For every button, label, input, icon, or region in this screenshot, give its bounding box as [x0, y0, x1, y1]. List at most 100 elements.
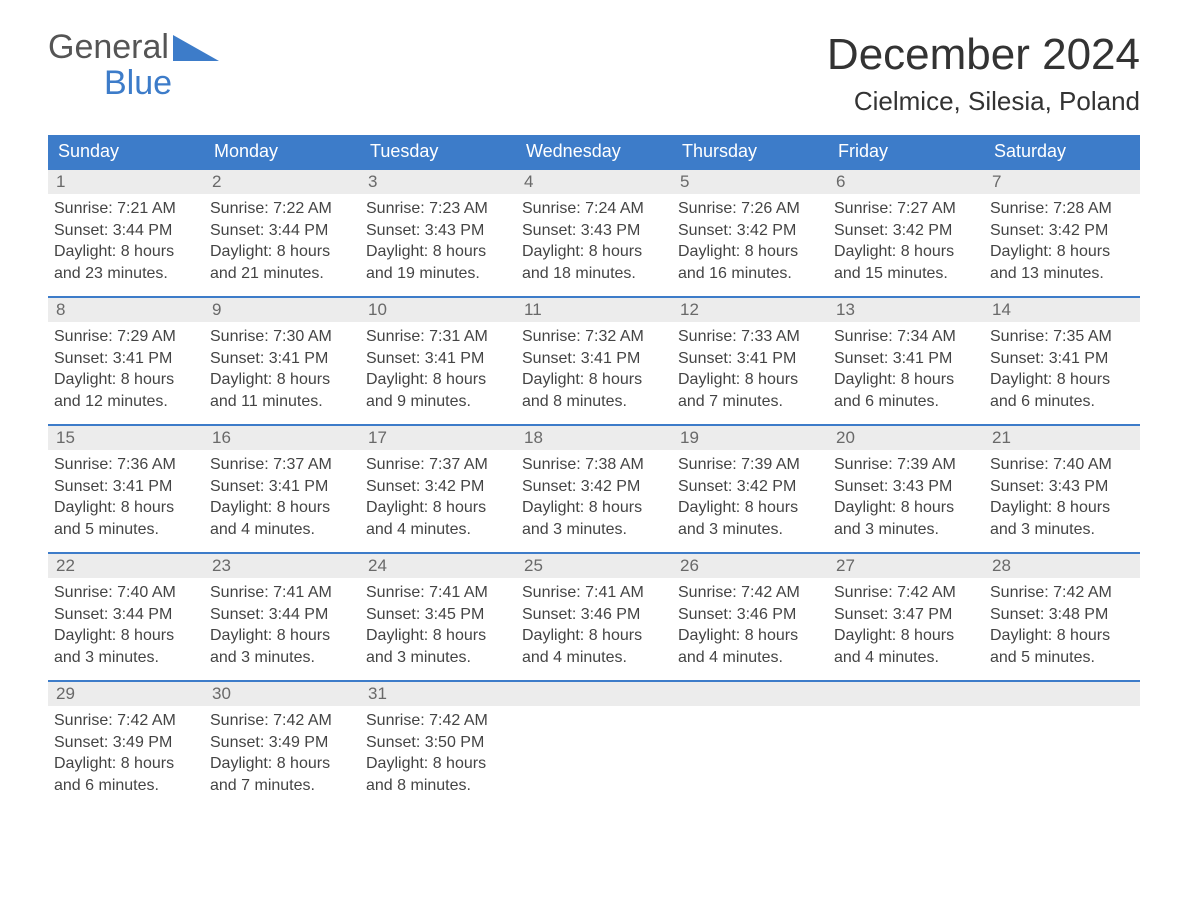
- sunrise-line: Sunrise: 7:42 AM: [366, 710, 510, 732]
- day-number: 1: [48, 168, 204, 194]
- day-number: 4: [516, 168, 672, 194]
- sunset-line: Sunset: 3:41 PM: [522, 348, 666, 370]
- calendar-day-cell: 8Sunrise: 7:29 AMSunset: 3:41 PMDaylight…: [48, 296, 204, 424]
- day-content: Sunrise: 7:22 AMSunset: 3:44 PMDaylight:…: [204, 194, 360, 284]
- daylight-line: Daylight: 8 hours and 8 minutes.: [522, 369, 666, 412]
- sunset-line: Sunset: 3:44 PM: [54, 604, 198, 626]
- sunrise-line: Sunrise: 7:40 AM: [54, 582, 198, 604]
- day-number: 5: [672, 168, 828, 194]
- day-number: 13: [828, 296, 984, 322]
- calendar-day-cell: 11Sunrise: 7:32 AMSunset: 3:41 PMDayligh…: [516, 296, 672, 424]
- daylight-line: Daylight: 8 hours and 6 minutes.: [54, 753, 198, 796]
- sunset-line: Sunset: 3:45 PM: [366, 604, 510, 626]
- calendar-week-row: 8Sunrise: 7:29 AMSunset: 3:41 PMDaylight…: [48, 296, 1140, 424]
- day-number: 25: [516, 552, 672, 578]
- calendar-day-cell: 10Sunrise: 7:31 AMSunset: 3:41 PMDayligh…: [360, 296, 516, 424]
- calendar-day-cell: 19Sunrise: 7:39 AMSunset: 3:42 PMDayligh…: [672, 424, 828, 552]
- sunrise-line: Sunrise: 7:33 AM: [678, 326, 822, 348]
- calendar-day-cell: 15Sunrise: 7:36 AMSunset: 3:41 PMDayligh…: [48, 424, 204, 552]
- sunrise-line: Sunrise: 7:42 AM: [210, 710, 354, 732]
- sunset-line: Sunset: 3:41 PM: [678, 348, 822, 370]
- day-number: 26: [672, 552, 828, 578]
- calendar-day-cell: 27Sunrise: 7:42 AMSunset: 3:47 PMDayligh…: [828, 552, 984, 680]
- sunrise-line: Sunrise: 7:35 AM: [990, 326, 1134, 348]
- daylight-line: Daylight: 8 hours and 3 minutes.: [678, 497, 822, 540]
- daylight-line: Daylight: 8 hours and 5 minutes.: [990, 625, 1134, 668]
- day-content: Sunrise: 7:29 AMSunset: 3:41 PMDaylight:…: [48, 322, 204, 412]
- sunrise-line: Sunrise: 7:23 AM: [366, 198, 510, 220]
- day-content: Sunrise: 7:37 AMSunset: 3:42 PMDaylight:…: [360, 450, 516, 540]
- day-content: Sunrise: 7:21 AMSunset: 3:44 PMDaylight:…: [48, 194, 204, 284]
- daylight-line: Daylight: 8 hours and 3 minutes.: [366, 625, 510, 668]
- calendar-day-cell: 24Sunrise: 7:41 AMSunset: 3:45 PMDayligh…: [360, 552, 516, 680]
- daylight-line: Daylight: 8 hours and 4 minutes.: [678, 625, 822, 668]
- sunrise-line: Sunrise: 7:41 AM: [522, 582, 666, 604]
- calendar-day-cell: [828, 680, 984, 808]
- sunrise-line: Sunrise: 7:36 AM: [54, 454, 198, 476]
- daylight-line: Daylight: 8 hours and 21 minutes.: [210, 241, 354, 284]
- calendar-week-row: 29Sunrise: 7:42 AMSunset: 3:49 PMDayligh…: [48, 680, 1140, 808]
- calendar-day-cell: 28Sunrise: 7:42 AMSunset: 3:48 PMDayligh…: [984, 552, 1140, 680]
- day-content: Sunrise: 7:33 AMSunset: 3:41 PMDaylight:…: [672, 322, 828, 412]
- day-content: Sunrise: 7:27 AMSunset: 3:42 PMDaylight:…: [828, 194, 984, 284]
- sunrise-line: Sunrise: 7:28 AM: [990, 198, 1134, 220]
- sunset-line: Sunset: 3:41 PM: [834, 348, 978, 370]
- sunrise-line: Sunrise: 7:37 AM: [210, 454, 354, 476]
- sunset-line: Sunset: 3:48 PM: [990, 604, 1134, 626]
- month-title: December 2024: [827, 30, 1140, 80]
- day-content: Sunrise: 7:31 AMSunset: 3:41 PMDaylight:…: [360, 322, 516, 412]
- logo-flag-icon: [173, 35, 219, 61]
- sunrise-line: Sunrise: 7:26 AM: [678, 198, 822, 220]
- day-content: Sunrise: 7:40 AMSunset: 3:44 PMDaylight:…: [48, 578, 204, 668]
- daylight-line: Daylight: 8 hours and 4 minutes.: [522, 625, 666, 668]
- daylight-line: Daylight: 8 hours and 3 minutes.: [54, 625, 198, 668]
- sunrise-line: Sunrise: 7:39 AM: [678, 454, 822, 476]
- day-content: Sunrise: 7:23 AMSunset: 3:43 PMDaylight:…: [360, 194, 516, 284]
- calendar-day-cell: 25Sunrise: 7:41 AMSunset: 3:46 PMDayligh…: [516, 552, 672, 680]
- calendar-day-cell: 31Sunrise: 7:42 AMSunset: 3:50 PMDayligh…: [360, 680, 516, 808]
- calendar-day-cell: 16Sunrise: 7:37 AMSunset: 3:41 PMDayligh…: [204, 424, 360, 552]
- day-content: Sunrise: 7:24 AMSunset: 3:43 PMDaylight:…: [516, 194, 672, 284]
- day-number: 14: [984, 296, 1140, 322]
- sunset-line: Sunset: 3:41 PM: [54, 348, 198, 370]
- sunrise-line: Sunrise: 7:42 AM: [54, 710, 198, 732]
- daylight-line: Daylight: 8 hours and 3 minutes.: [522, 497, 666, 540]
- sunset-line: Sunset: 3:47 PM: [834, 604, 978, 626]
- daylight-line: Daylight: 8 hours and 18 minutes.: [522, 241, 666, 284]
- weekday-header: Tuesday: [360, 135, 516, 168]
- calendar-day-cell: 22Sunrise: 7:40 AMSunset: 3:44 PMDayligh…: [48, 552, 204, 680]
- sunset-line: Sunset: 3:44 PM: [210, 604, 354, 626]
- day-content: Sunrise: 7:42 AMSunset: 3:49 PMDaylight:…: [48, 706, 204, 796]
- calendar-day-cell: 14Sunrise: 7:35 AMSunset: 3:41 PMDayligh…: [984, 296, 1140, 424]
- day-content: Sunrise: 7:32 AMSunset: 3:41 PMDaylight:…: [516, 322, 672, 412]
- calendar-day-cell: 29Sunrise: 7:42 AMSunset: 3:49 PMDayligh…: [48, 680, 204, 808]
- sunrise-line: Sunrise: 7:27 AM: [834, 198, 978, 220]
- sunset-line: Sunset: 3:43 PM: [990, 476, 1134, 498]
- day-number: 15: [48, 424, 204, 450]
- weekday-header-row: SundayMondayTuesdayWednesdayThursdayFrid…: [48, 135, 1140, 168]
- sunrise-line: Sunrise: 7:40 AM: [990, 454, 1134, 476]
- weekday-header: Sunday: [48, 135, 204, 168]
- day-number: 10: [360, 296, 516, 322]
- daylight-line: Daylight: 8 hours and 3 minutes.: [210, 625, 354, 668]
- sunrise-line: Sunrise: 7:21 AM: [54, 198, 198, 220]
- calendar-day-cell: 3Sunrise: 7:23 AMSunset: 3:43 PMDaylight…: [360, 168, 516, 296]
- day-content: Sunrise: 7:37 AMSunset: 3:41 PMDaylight:…: [204, 450, 360, 540]
- daylight-line: Daylight: 8 hours and 19 minutes.: [366, 241, 510, 284]
- empty-day-bar: [516, 680, 672, 706]
- day-content: Sunrise: 7:35 AMSunset: 3:41 PMDaylight:…: [984, 322, 1140, 412]
- sunset-line: Sunset: 3:49 PM: [210, 732, 354, 754]
- day-number: 16: [204, 424, 360, 450]
- sunset-line: Sunset: 3:42 PM: [366, 476, 510, 498]
- sunset-line: Sunset: 3:41 PM: [366, 348, 510, 370]
- sunset-line: Sunset: 3:41 PM: [990, 348, 1134, 370]
- sunset-line: Sunset: 3:43 PM: [522, 220, 666, 242]
- day-number: 2: [204, 168, 360, 194]
- calendar-table: SundayMondayTuesdayWednesdayThursdayFrid…: [48, 135, 1140, 808]
- daylight-line: Daylight: 8 hours and 4 minutes.: [366, 497, 510, 540]
- day-content: Sunrise: 7:38 AMSunset: 3:42 PMDaylight:…: [516, 450, 672, 540]
- daylight-line: Daylight: 8 hours and 7 minutes.: [210, 753, 354, 796]
- day-number: 18: [516, 424, 672, 450]
- daylight-line: Daylight: 8 hours and 11 minutes.: [210, 369, 354, 412]
- day-number: 22: [48, 552, 204, 578]
